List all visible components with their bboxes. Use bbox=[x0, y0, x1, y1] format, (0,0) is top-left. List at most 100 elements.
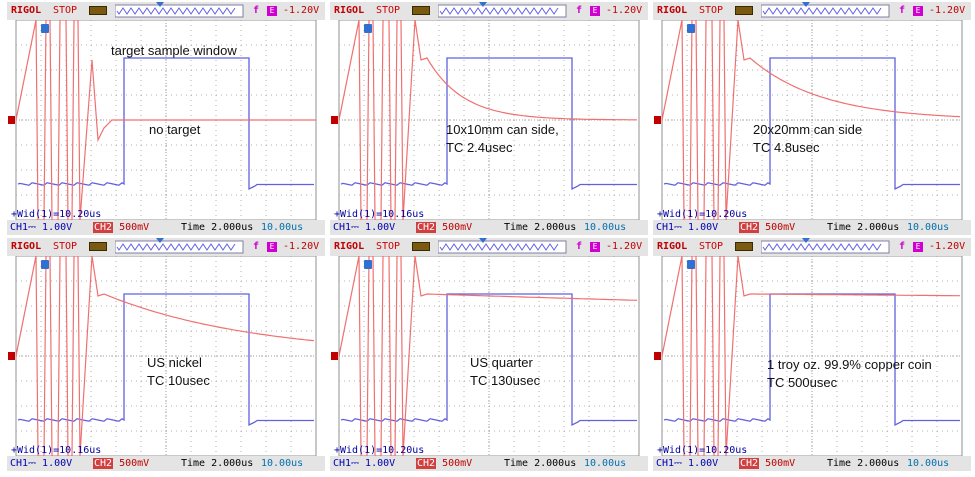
annotation-line: TC 10usec bbox=[147, 373, 210, 388]
scope-panel: RIGOL STOP f E -1.20V 20x20mm can side TC 4.8u… bbox=[653, 2, 971, 235]
scope-panel: RIGOL STOP f E -1.20V target sample window no … bbox=[7, 2, 325, 235]
trigger-channel: E bbox=[267, 6, 277, 16]
trigger-channel: E bbox=[913, 6, 923, 16]
trigger-point-icon bbox=[41, 260, 49, 269]
panel-annotation: target sample window bbox=[111, 42, 237, 60]
trigger-marker-icon bbox=[802, 2, 810, 7]
trigger-edge-icon: f bbox=[576, 5, 583, 16]
scope-panel: RIGOL STOP f E -1.20V 10x10mm can side, TC 2.4… bbox=[330, 2, 648, 235]
ch2-trace bbox=[15, 256, 315, 456]
channel-bar: CH1⎓ 1.00V CH2 500mV Time 2.000us 10.00us bbox=[330, 220, 648, 235]
status-bar: RIGOL STOP f E -1.20V bbox=[7, 238, 325, 256]
timebase-ruler bbox=[761, 2, 890, 18]
timebase-ruler bbox=[438, 238, 567, 254]
trigger-channel: E bbox=[267, 242, 277, 252]
annotation-line: TC 500usec bbox=[767, 375, 838, 390]
run-status: STOP bbox=[53, 241, 78, 252]
scope-panel: RIGOL STOP f E -1.20V US nickel TC 10usec +Wid(… bbox=[7, 238, 325, 471]
ch2-scale-group: CH2 500mV bbox=[416, 220, 472, 235]
run-status: STOP bbox=[699, 241, 724, 252]
trigger-point-icon bbox=[687, 260, 695, 269]
channel-bar: CH1⎓ 1.00V CH2 500mV Time 2.000us 10.00us bbox=[330, 456, 648, 471]
ch2-scale-group: CH2 500mV bbox=[93, 220, 149, 235]
trigger-point-icon bbox=[687, 24, 695, 33]
run-status: STOP bbox=[53, 5, 78, 16]
status-bar: RIGOL STOP f E -1.20V bbox=[653, 2, 971, 20]
scope-panel: RIGOL STOP f E -1.20V US quarter TC 130usec +Wi… bbox=[330, 238, 648, 471]
ch1-trace bbox=[663, 57, 960, 191]
ch2-marker-icon bbox=[331, 116, 338, 124]
status-bar: RIGOL STOP f E -1.20V bbox=[7, 2, 325, 20]
ch2-tag: CH2 bbox=[416, 222, 437, 233]
ch1-trace bbox=[340, 57, 637, 191]
trigger-edge-icon: f bbox=[253, 241, 260, 252]
ch2-tag: CH2 bbox=[93, 222, 114, 233]
width-measurement: +Wid(1)=10.20us bbox=[334, 445, 425, 456]
ch2-scale-group: CH2 500mV bbox=[93, 456, 149, 471]
ch2-scale: 500mV bbox=[119, 458, 150, 469]
annotation-line: US nickel bbox=[147, 355, 202, 370]
brand-label: RIGOL bbox=[334, 5, 365, 16]
annotation-line: 1 troy oz. 99.9% copper coin bbox=[767, 357, 932, 372]
waveform-screen: US nickel TC 10usec +Wid(1)=10.16us bbox=[7, 256, 325, 456]
trigger-edge-icon: f bbox=[899, 241, 906, 252]
width-measurement: +Wid(1)=10.20us bbox=[11, 209, 102, 220]
battery-icon bbox=[89, 242, 107, 251]
ch1-scale: CH1⎓ 1.00V bbox=[10, 458, 73, 469]
brand-label: RIGOL bbox=[657, 5, 688, 16]
waveform-screen: 1 troy oz. 99.9% copper coin TC 500usec +W… bbox=[653, 256, 971, 456]
annotation-line: 20x20mm can side bbox=[753, 122, 863, 137]
trigger-edge-icon: f bbox=[576, 241, 583, 252]
timebase-ruler bbox=[115, 238, 244, 254]
ch2-scale: 500mV bbox=[442, 458, 473, 469]
panel-annotation: 20x20mm can side TC 4.8usec bbox=[753, 121, 862, 157]
trigger-marker-icon bbox=[479, 238, 487, 243]
battery-icon bbox=[89, 6, 107, 15]
timebase: Time 2.000us bbox=[181, 222, 254, 233]
ch2-scale: 500mV bbox=[765, 458, 796, 469]
waveform-screen: US quarter TC 130usec +Wid(1)=10.20us bbox=[330, 256, 648, 456]
ch2-scale-group: CH2 500mV bbox=[739, 456, 795, 471]
status-bar: RIGOL STOP f E -1.20V bbox=[330, 238, 648, 256]
ch2-scale-group: CH2 500mV bbox=[739, 220, 795, 235]
trigger-channel: E bbox=[590, 242, 600, 252]
run-status: STOP bbox=[376, 5, 401, 16]
timebase: Time 2.000us bbox=[504, 222, 577, 233]
width-measurement: +Wid(1)=10.16us bbox=[11, 445, 102, 456]
annotation-line: 10x10mm can side, bbox=[446, 122, 559, 137]
channel-bar: CH1⎓ 1.00V CH2 500mV Time 2.000us 10.00us bbox=[7, 456, 325, 471]
ch2-marker-icon bbox=[8, 116, 15, 124]
ch2-marker-icon bbox=[331, 352, 338, 360]
ch1-scale: CH1⎓ 1.00V bbox=[333, 458, 396, 469]
ch2-scale: 500mV bbox=[442, 222, 473, 233]
ch2-scale-group: CH2 500mV bbox=[416, 456, 472, 471]
trigger-level: -1.20V bbox=[929, 241, 966, 252]
panel-annotation: US nickel TC 10usec bbox=[147, 354, 210, 390]
trigger-level: -1.20V bbox=[606, 5, 643, 16]
time-position: 10.00us bbox=[584, 222, 627, 233]
time-position: 10.00us bbox=[261, 222, 304, 233]
panel-annotation: 10x10mm can side, TC 2.4usec bbox=[446, 121, 559, 157]
annotation-line: TC 4.8usec bbox=[753, 140, 820, 155]
channel-bar: CH1⎓ 1.00V CH2 500mV Time 2.000us 10.00us bbox=[653, 220, 971, 235]
trigger-level: -1.20V bbox=[606, 241, 643, 252]
status-bar: RIGOL STOP f E -1.20V bbox=[653, 238, 971, 256]
ch2-tag: CH2 bbox=[739, 222, 760, 233]
annotation-line: target sample window bbox=[111, 43, 237, 58]
width-measurement: +Wid(1)=10.16us bbox=[334, 209, 425, 220]
trigger-edge-icon: f bbox=[253, 5, 260, 16]
annotation-line: no target bbox=[149, 122, 201, 137]
timebase: Time 2.000us bbox=[827, 222, 900, 233]
timebase-ruler bbox=[761, 238, 890, 254]
ch2-marker-icon bbox=[8, 352, 15, 360]
time-position: 10.00us bbox=[907, 458, 950, 469]
panel-annotation-secondary: no target bbox=[149, 121, 200, 139]
status-bar: RIGOL STOP f E -1.20V bbox=[330, 2, 648, 20]
trigger-point-icon bbox=[41, 24, 49, 33]
timebase: Time 2.000us bbox=[504, 458, 577, 469]
time-position: 10.00us bbox=[907, 222, 950, 233]
width-measurement: +Wid(1)=10.20us bbox=[657, 445, 748, 456]
ch2-marker-icon bbox=[654, 352, 661, 360]
trigger-marker-icon bbox=[156, 238, 164, 243]
